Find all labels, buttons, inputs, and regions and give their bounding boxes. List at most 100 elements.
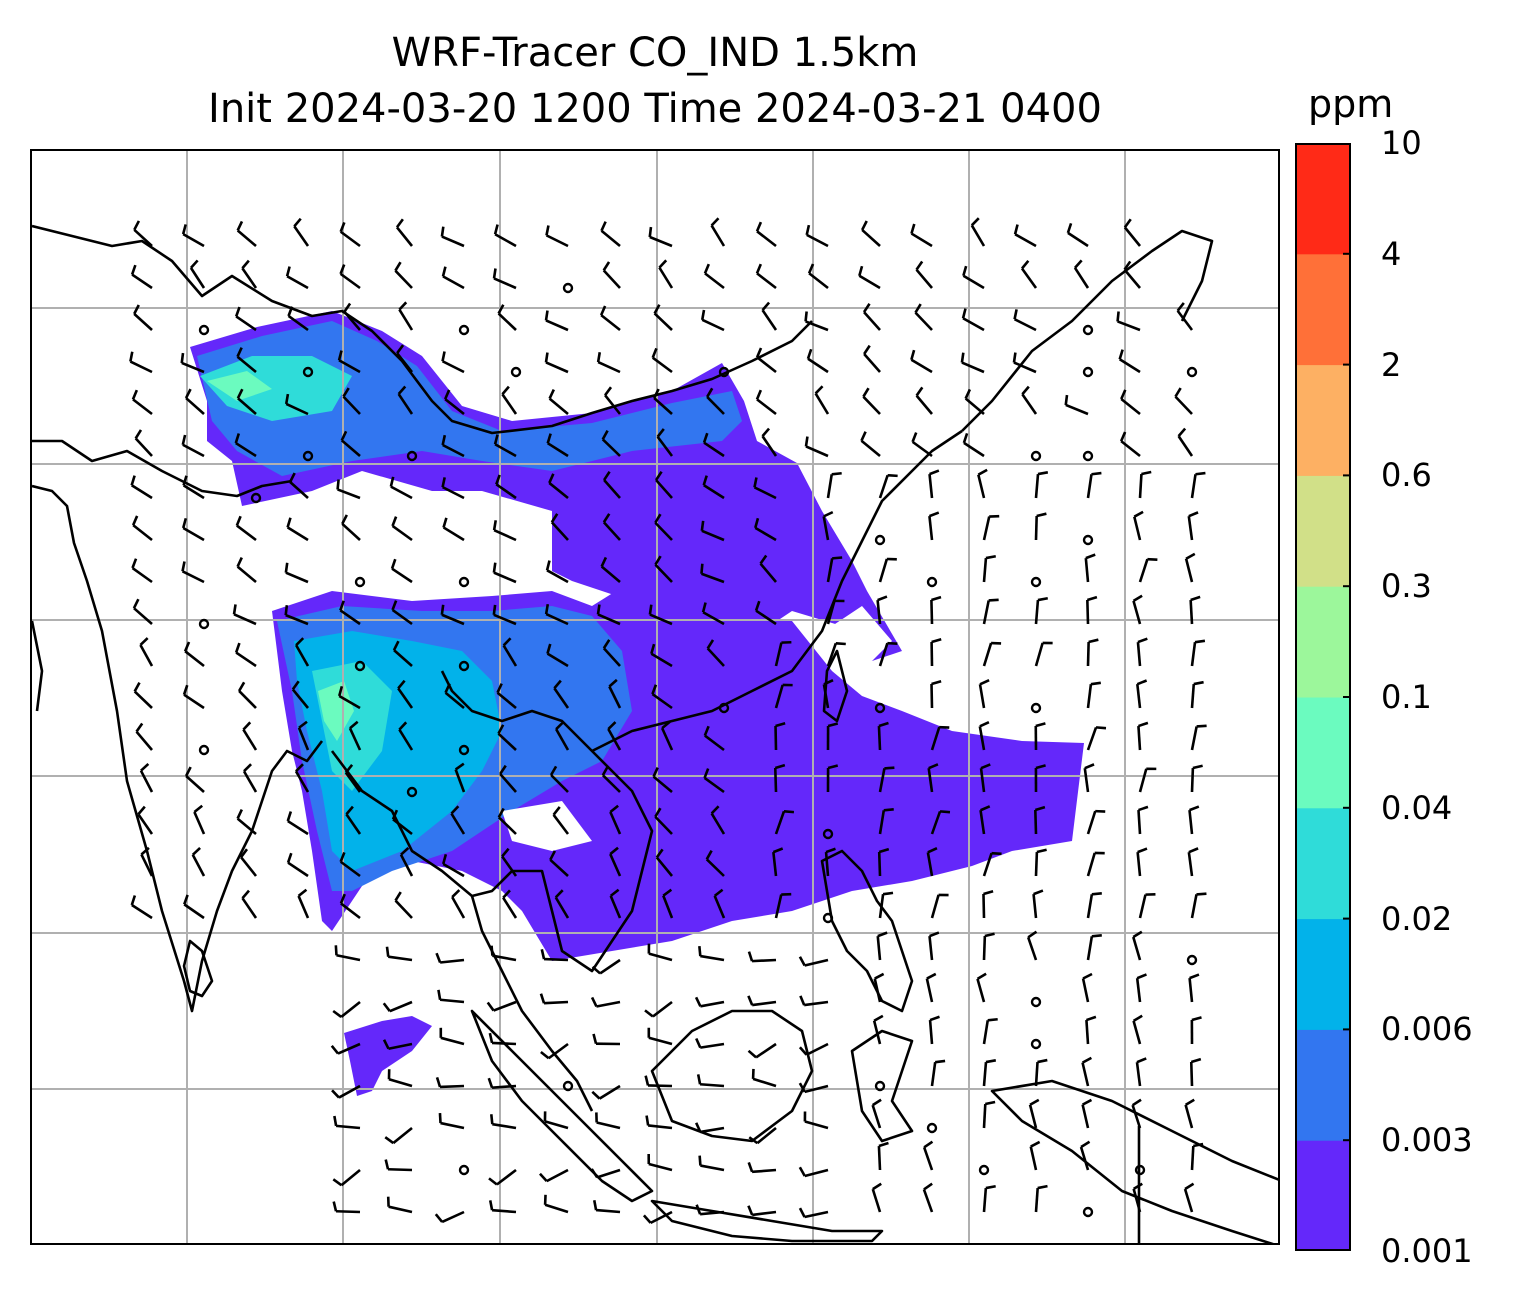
wind-barb bbox=[826, 556, 843, 583]
wind-barb bbox=[930, 725, 950, 751]
wind-barb bbox=[1136, 679, 1148, 709]
wind-barb bbox=[348, 720, 362, 751]
colorbar-segment bbox=[1295, 475, 1351, 587]
wind-barb bbox=[441, 351, 465, 374]
wind-barb bbox=[703, 263, 725, 290]
colorbar bbox=[1295, 143, 1351, 1251]
wind-barb bbox=[695, 1037, 725, 1049]
wind-barb bbox=[1132, 930, 1143, 961]
calm-wind-marker bbox=[302, 366, 314, 378]
wind-barb bbox=[607, 721, 622, 751]
wind-barb bbox=[928, 511, 940, 541]
map-panel[interactable] bbox=[30, 149, 1280, 1245]
wind-barb bbox=[382, 1000, 413, 1013]
wind-barb bbox=[698, 945, 725, 962]
wind-barb bbox=[454, 762, 466, 793]
wind-barb bbox=[1184, 1098, 1195, 1129]
wind-barb bbox=[549, 850, 569, 877]
wind-barb bbox=[397, 679, 414, 709]
wind-barb bbox=[592, 1200, 621, 1214]
calm-wind-marker bbox=[354, 576, 366, 588]
wind-barb bbox=[131, 515, 153, 542]
calm-wind-marker bbox=[198, 324, 210, 336]
wind-barb bbox=[181, 434, 205, 458]
wind-barb bbox=[130, 264, 153, 290]
coastline-sulawesi bbox=[850, 1029, 914, 1143]
calm-wind-marker bbox=[1030, 996, 1042, 1008]
wind-barb bbox=[391, 809, 413, 836]
wind-barb bbox=[339, 600, 361, 626]
calm-wind-marker bbox=[718, 702, 730, 714]
wind-barb bbox=[294, 637, 310, 667]
wind-barb bbox=[395, 218, 414, 247]
wind-barb bbox=[492, 520, 517, 542]
wind-barb bbox=[545, 225, 569, 248]
wind-barb bbox=[1176, 302, 1194, 331]
wind-barb bbox=[554, 889, 570, 919]
wind-barb bbox=[1086, 892, 1102, 919]
wind-barb bbox=[486, 1000, 517, 1012]
coastline-java bbox=[650, 1199, 884, 1243]
coastline-philippines bbox=[820, 849, 914, 1013]
wind-barb bbox=[390, 558, 413, 584]
wind-barb bbox=[134, 429, 153, 457]
wind-barb bbox=[391, 516, 413, 542]
wind-barb bbox=[930, 638, 942, 667]
wind-barb bbox=[662, 888, 674, 919]
wind-barb bbox=[928, 931, 940, 961]
calm-wind-marker bbox=[562, 282, 574, 294]
wind-barb bbox=[982, 851, 1002, 877]
wind-barb bbox=[976, 972, 987, 1003]
wind-barb bbox=[654, 470, 673, 499]
wind-barb bbox=[1034, 596, 1048, 625]
wind-barb bbox=[1189, 1057, 1202, 1087]
wind-barb bbox=[394, 891, 413, 919]
wind-barb bbox=[602, 261, 621, 289]
wind-barb bbox=[651, 684, 673, 710]
wind-barb bbox=[982, 598, 999, 625]
wind-barb bbox=[451, 889, 466, 919]
wind-barb bbox=[293, 217, 310, 247]
wind-barb bbox=[962, 432, 985, 458]
wind-barb bbox=[1013, 309, 1037, 332]
wind-barb bbox=[1029, 1140, 1041, 1171]
wind-barb bbox=[694, 996, 725, 1008]
wind-barb bbox=[543, 1111, 569, 1130]
wind-barb bbox=[133, 220, 153, 247]
wind-barb bbox=[339, 221, 361, 248]
wind-barb bbox=[502, 637, 518, 667]
wind-barb bbox=[398, 301, 414, 331]
wind-barb bbox=[1086, 726, 1107, 751]
wind-barb bbox=[242, 721, 258, 751]
wind-barb bbox=[803, 1111, 829, 1130]
wind-barb bbox=[339, 893, 361, 920]
wind-barb bbox=[493, 434, 517, 458]
wind-barb bbox=[1073, 259, 1090, 289]
colorbar-segment bbox=[1295, 364, 1351, 476]
calm-wind-marker bbox=[874, 534, 886, 546]
calm-wind-marker bbox=[458, 1164, 470, 1176]
wind-barb bbox=[910, 223, 933, 248]
tracer-gap-3 bbox=[502, 801, 592, 851]
wind-barb bbox=[1187, 847, 1199, 877]
wind-barb bbox=[982, 1059, 997, 1087]
wind-barb bbox=[695, 1204, 725, 1216]
wind-barb bbox=[761, 301, 778, 331]
wind-barb bbox=[384, 1126, 413, 1145]
wind-barb bbox=[1132, 594, 1143, 625]
wind-barb bbox=[860, 431, 881, 458]
wind-barb bbox=[1190, 639, 1206, 667]
wind-barb bbox=[960, 352, 985, 374]
wind-barb bbox=[822, 510, 834, 541]
wind-barb bbox=[285, 266, 309, 290]
wind-barb bbox=[1034, 764, 1046, 793]
wind-barb bbox=[826, 722, 839, 751]
wind-barb bbox=[747, 1042, 777, 1059]
wind-barb bbox=[181, 224, 205, 248]
wind-barb bbox=[601, 765, 621, 793]
wind-barb bbox=[544, 310, 569, 332]
wind-barb bbox=[1137, 805, 1149, 835]
wind-barb bbox=[755, 347, 777, 374]
wind-barb bbox=[1066, 222, 1089, 248]
colorbar-segment bbox=[1295, 253, 1351, 366]
